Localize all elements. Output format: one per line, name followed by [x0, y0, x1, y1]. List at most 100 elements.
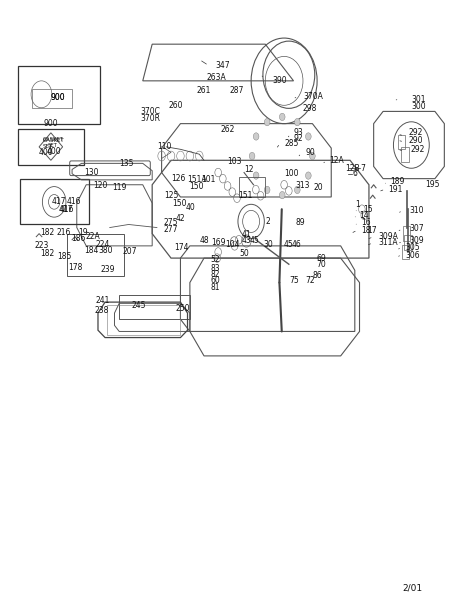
Text: 224: 224 — [96, 239, 110, 249]
Text: 14: 14 — [359, 211, 369, 220]
Text: 277: 277 — [164, 225, 178, 235]
Text: 191: 191 — [388, 185, 402, 193]
Bar — [239, 177, 265, 197]
Text: 12A: 12A — [329, 156, 344, 165]
Text: 186: 186 — [71, 234, 85, 243]
Text: 93: 93 — [293, 128, 303, 138]
Text: 101: 101 — [201, 176, 216, 184]
Text: 12B: 12B — [346, 164, 360, 173]
Text: 262: 262 — [220, 125, 235, 134]
Bar — [401, 147, 409, 161]
Bar — [108, 305, 181, 335]
Text: 1: 1 — [355, 200, 360, 209]
Bar — [398, 134, 405, 149]
Text: 151A: 151A — [188, 176, 207, 184]
Text: 250: 250 — [176, 305, 190, 313]
Text: 390: 390 — [273, 76, 287, 85]
Circle shape — [294, 119, 300, 126]
Text: 2/01: 2/01 — [402, 584, 422, 593]
Text: 380: 380 — [98, 246, 112, 255]
Text: 184: 184 — [84, 246, 98, 255]
Text: 301: 301 — [411, 95, 426, 104]
Text: 81: 81 — [210, 283, 219, 292]
Text: 245: 245 — [132, 301, 146, 310]
Text: 260: 260 — [169, 101, 183, 110]
Text: 223: 223 — [35, 241, 49, 251]
Text: 15: 15 — [363, 204, 373, 214]
Text: 40: 40 — [185, 203, 195, 212]
Circle shape — [264, 186, 270, 193]
Text: 347: 347 — [216, 61, 230, 70]
Text: 189: 189 — [390, 177, 404, 186]
Text: 103: 103 — [228, 157, 242, 166]
Bar — [18, 128, 84, 165]
Text: 169: 169 — [211, 238, 226, 247]
Text: 89: 89 — [296, 218, 306, 227]
Text: 48: 48 — [199, 236, 209, 246]
Text: 309A: 309A — [378, 232, 398, 241]
Text: 416: 416 — [59, 204, 73, 214]
Text: 370R: 370R — [140, 114, 160, 123]
Circle shape — [279, 113, 285, 120]
Text: 185: 185 — [57, 252, 72, 262]
Text: 370C: 370C — [140, 107, 160, 116]
Circle shape — [253, 172, 259, 179]
Text: 306: 306 — [406, 251, 420, 260]
Circle shape — [310, 152, 315, 160]
Text: 75: 75 — [289, 276, 299, 286]
Text: 292: 292 — [410, 145, 425, 154]
Circle shape — [294, 186, 300, 193]
Text: 309: 309 — [409, 236, 424, 246]
Text: 120: 120 — [93, 182, 108, 190]
Text: 182: 182 — [40, 228, 55, 237]
Text: 417: 417 — [52, 197, 66, 206]
Text: 41: 41 — [242, 230, 251, 239]
Text: 100: 100 — [284, 169, 299, 178]
Text: 238: 238 — [95, 306, 109, 314]
Text: 52: 52 — [210, 255, 220, 264]
Text: 300: 300 — [411, 102, 426, 111]
Text: 45: 45 — [249, 236, 259, 246]
Text: 130: 130 — [84, 168, 98, 177]
Text: 400: 400 — [46, 147, 61, 156]
Text: 110: 110 — [157, 142, 171, 152]
Text: 417: 417 — [59, 204, 73, 214]
Text: 311A: 311A — [378, 238, 398, 247]
Text: 7: 7 — [360, 164, 365, 173]
Text: 69: 69 — [316, 254, 326, 263]
Text: 30: 30 — [263, 239, 273, 249]
Text: 43: 43 — [242, 236, 252, 246]
Bar — [32, 90, 72, 107]
Text: 126: 126 — [171, 174, 185, 183]
Text: 900: 900 — [44, 119, 58, 128]
Text: 900: 900 — [51, 93, 65, 102]
Text: 135: 135 — [119, 159, 134, 168]
Text: 150: 150 — [172, 198, 186, 208]
Text: 22A: 22A — [85, 232, 100, 241]
Text: 195: 195 — [426, 181, 440, 189]
Text: 150: 150 — [189, 182, 203, 191]
Text: 182: 182 — [40, 249, 55, 258]
Text: 207: 207 — [123, 247, 137, 257]
Text: 292: 292 — [409, 128, 423, 138]
Text: 46: 46 — [291, 239, 301, 249]
Text: 83: 83 — [210, 264, 220, 273]
Text: 16: 16 — [361, 218, 371, 227]
Circle shape — [279, 192, 285, 199]
Text: 60: 60 — [210, 276, 220, 286]
Text: 416: 416 — [66, 197, 81, 206]
Text: 19: 19 — [78, 228, 87, 237]
Text: 70: 70 — [316, 260, 326, 269]
Text: 287: 287 — [230, 85, 244, 95]
Text: 313: 313 — [296, 182, 310, 190]
Text: 6: 6 — [353, 169, 357, 178]
Circle shape — [264, 119, 270, 126]
Text: 18: 18 — [361, 226, 371, 235]
Text: 42: 42 — [176, 214, 185, 223]
Text: 12: 12 — [244, 165, 254, 174]
Text: 261: 261 — [197, 85, 211, 95]
Text: 239: 239 — [100, 265, 115, 274]
Text: 104: 104 — [225, 239, 240, 249]
Text: 298: 298 — [303, 104, 318, 113]
Text: 151: 151 — [238, 190, 252, 200]
